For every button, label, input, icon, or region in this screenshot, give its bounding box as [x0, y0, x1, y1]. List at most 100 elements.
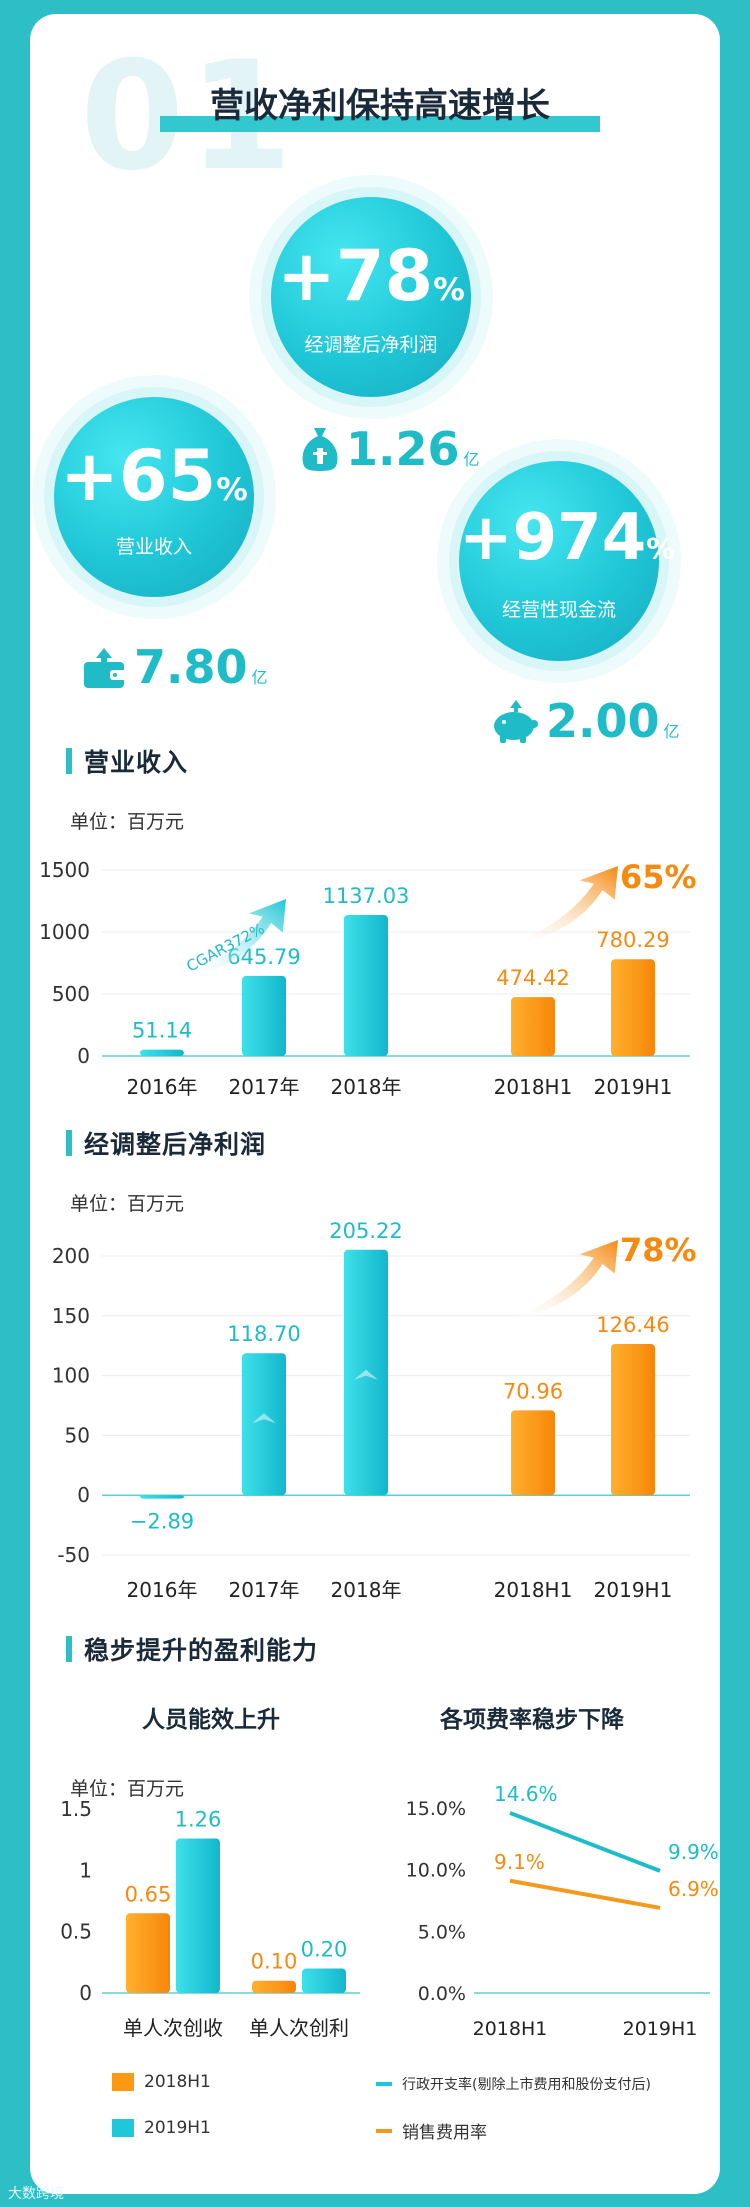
bar [242, 975, 286, 1056]
net-profit-bubble: +78% 经调整后净利润 [271, 197, 471, 397]
heading-marker [66, 1130, 72, 1156]
growth-arrow [508, 866, 618, 946]
y-tick-label: 500 [52, 982, 90, 1006]
bar [242, 1353, 286, 1496]
y-tick-label: 50 [65, 1423, 90, 1447]
revenue-growth: +65 [60, 435, 217, 517]
data-label: 780.29 [596, 928, 669, 952]
x-tick-label: 2018H1 [494, 1578, 573, 1602]
bar [302, 1968, 346, 1993]
y-tick-label: 1000 [39, 920, 90, 944]
y-tick-label: 15.0% [406, 1798, 466, 1820]
bar [126, 1913, 170, 1993]
legend-2018h1: 2018H1 [112, 2072, 211, 2092]
x-tick-label: 2018H1 [494, 1075, 573, 1099]
expense-line-chart: 0.0% 5.0% 10.0% 15.0% 2018H1 2019H1 14.6% 9.9% 9… [406, 1782, 719, 2040]
bar [511, 1410, 555, 1496]
series-line [509, 1878, 661, 1910]
y-tick-label: 0.5 [60, 1920, 92, 1944]
data-label: 9.1% [494, 1850, 545, 1874]
y-tick-label: 1 [79, 1858, 92, 1882]
bar [252, 1980, 296, 1993]
net-profit-growth: +78 [277, 235, 434, 317]
data-label: 0.20 [301, 1937, 348, 1961]
bar-highlight-icon [354, 1369, 378, 1380]
bar [176, 1838, 220, 1993]
profit-section-heading: 经调整后净利润 [66, 1128, 266, 1159]
data-label: 205.22 [329, 1219, 402, 1243]
cash-flow-bubble: +974% 经营性现金流 [459, 461, 675, 661]
x-tick-label: 2019H1 [594, 1578, 673, 1602]
data-label: 51.14 [132, 1019, 192, 1043]
bar [140, 1049, 184, 1056]
title-underline [160, 116, 600, 132]
net-profit-amount: 1.26 亿 [300, 426, 480, 472]
revenue-label: 营业收入 [115, 536, 192, 558]
growth-annotation: 65% [620, 858, 697, 896]
x-tick-label: 2018年 [331, 1578, 402, 1602]
x-tick-label: 2016年 [127, 1075, 198, 1099]
legend-swatch [112, 2073, 134, 2091]
cash-flow-amount: 2.00 亿 [490, 698, 680, 744]
bar [611, 1343, 655, 1496]
x-tick-label: 2017年 [229, 1075, 300, 1099]
expense-chart-title: 各项费率稳步下降 [440, 1707, 624, 1733]
piggy-bank-icon [494, 700, 538, 743]
net-profit-label: 经调整后净利润 [304, 334, 438, 356]
efficiency-chart-title: 人员能效上升 [142, 1707, 280, 1733]
legend-line [376, 2082, 392, 2086]
y-tick-label: 10.0% [406, 1860, 466, 1882]
data-label: 118.70 [227, 1322, 300, 1346]
data-label: 0.10 [251, 1950, 298, 1974]
bar [611, 959, 655, 1056]
x-tick-label: 2019H1 [594, 1075, 673, 1099]
bar [344, 915, 388, 1056]
data-label: 474.42 [496, 966, 569, 990]
y-tick-label: 0.0% [418, 1983, 466, 2005]
wallet-icon [84, 648, 126, 688]
bar-highlight-icon [252, 1413, 276, 1424]
profit-bar-chart: -50 0 50 100 150 200 −2.89 2016年 118.70 2017年 205.… [52, 1219, 697, 1602]
y-tick-label: -50 [57, 1543, 90, 1567]
legend-swatch [112, 2119, 134, 2137]
x-tick-label: 单人次创利 [249, 2016, 349, 2040]
y-tick-label: 1500 [39, 858, 90, 882]
revenue-bar-chart: 05001000150051.142016年645.792017年1137.03… [39, 858, 697, 1099]
data-label: 70.96 [503, 1379, 563, 1403]
growth-arrow [180, 899, 286, 979]
data-label: −2.89 [130, 1510, 194, 1534]
cash-flow-growth: +974 [459, 501, 647, 575]
y-tick-label: 100 [52, 1364, 90, 1388]
legend-admin-expense: 行政开支率(剔除上市费用和股份支付后) [376, 2074, 651, 2094]
x-tick-label: 单人次创收 [123, 2016, 223, 2040]
revenue-amount: 7.80 亿 [82, 644, 268, 690]
x-tick-label: 2018年 [331, 1075, 402, 1099]
data-label: 9.9% [668, 1840, 719, 1864]
x-tick-label: 2017年 [229, 1578, 300, 1602]
revenue-bubble: +65% 营业收入 [54, 397, 254, 597]
y-tick-label: 150 [52, 1304, 90, 1328]
heading-marker [66, 748, 72, 774]
cash-flow-label: 经营性现金流 [501, 599, 616, 621]
revenue-unit: 单位：百万元 [70, 811, 185, 833]
x-tick-label: 2016年 [127, 1578, 198, 1602]
efficiency-unit: 单位：百万元 [70, 1778, 185, 1800]
revenue-section-heading: 营业收入 [66, 746, 188, 777]
data-label: 0.65 [125, 1882, 172, 1906]
y-tick-label: 0 [79, 1981, 92, 2005]
page-title-block: 营收净利保持高速增长 [160, 74, 600, 134]
heading-marker [66, 1636, 72, 1662]
data-label: 1.26 [175, 1807, 222, 1831]
efficiency-bar-chart: 0 0.5 1 1.5 0.65 1.26 单人次创收 0.100.20 单人次创利 [60, 1797, 360, 2040]
money-bag-icon [302, 428, 338, 471]
profit-unit: 单位：百万元 [70, 1193, 185, 1215]
x-tick-label: 2018H1 [473, 2018, 548, 2040]
series-line [509, 1811, 661, 1873]
legend-sales-expense: 销售费用率 [376, 2118, 487, 2143]
growth-arrow [508, 1240, 618, 1320]
bar [140, 1495, 184, 1499]
capability-section-heading: 稳步提升的盈利能力 [66, 1634, 318, 1665]
legend-2019h1: 2019H1 [112, 2118, 211, 2138]
data-label: 14.6% [494, 1782, 558, 1806]
data-label: 1137.03 [323, 884, 410, 908]
